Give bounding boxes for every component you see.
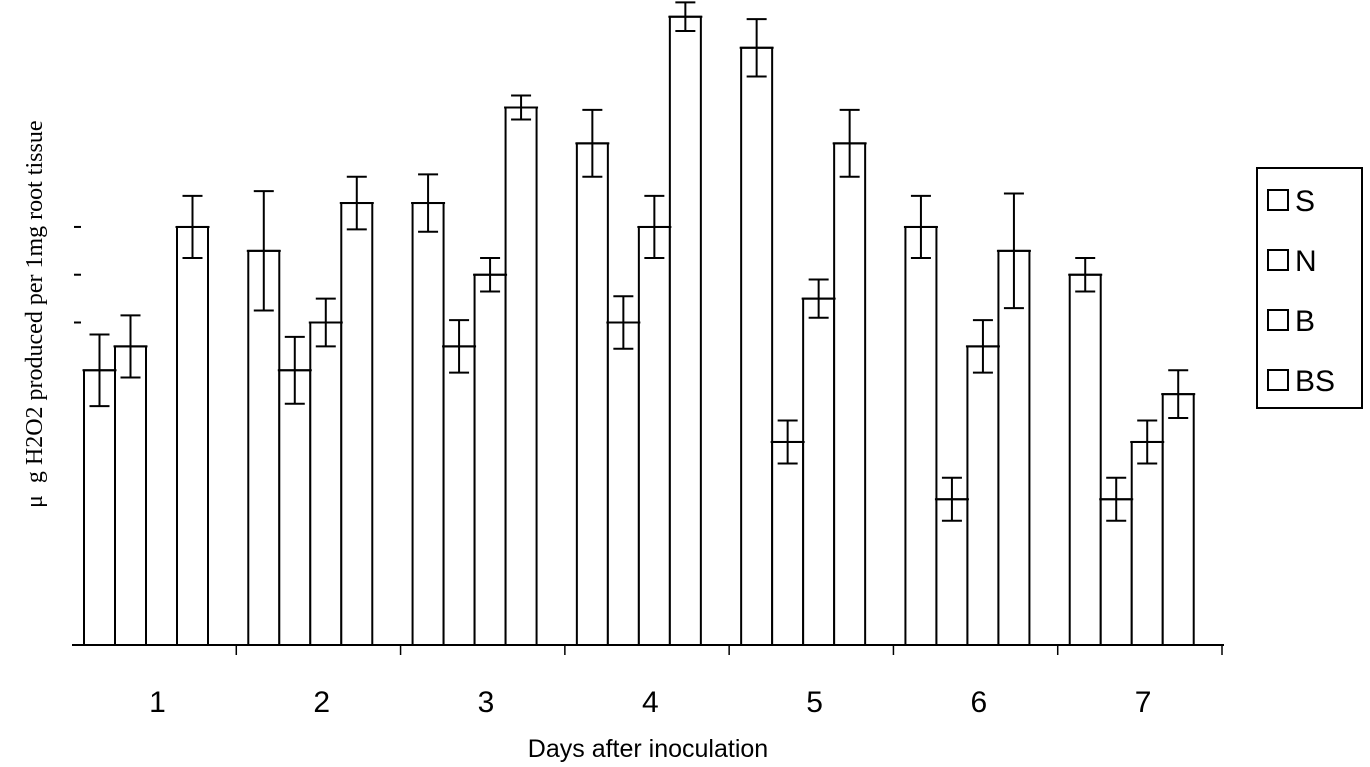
x-tick-label-7: 7 <box>1135 686 1152 719</box>
error-bars-group <box>82 1 1196 522</box>
x-tick-label-6: 6 <box>971 686 988 719</box>
bar-N-day-2 <box>278 369 312 646</box>
bar-BS-day-6 <box>997 249 1031 646</box>
svg-text:μg H2O2 produced per 1mg root: μ g H2O2 produced per 1mg root tissue <box>22 121 48 508</box>
legend-swatch-S <box>1267 189 1289 211</box>
y-axis-title: μ g H2O2 produced per 1mg root tissue <box>22 121 48 508</box>
x-tick-label-1: 1 <box>149 686 166 719</box>
bar-N-day-1 <box>114 345 147 646</box>
x-tick-label-5: 5 <box>806 686 823 719</box>
legend-swatch-B <box>1267 309 1289 331</box>
bar-B-day-3 <box>473 273 507 646</box>
x-axis-title: Days after inoculation <box>528 735 768 763</box>
bar-BS-day-3 <box>504 106 538 646</box>
legend-swatch-N <box>1267 249 1289 271</box>
bar-S-day-2 <box>247 249 281 646</box>
bar-B-day-5 <box>802 297 836 646</box>
bar-BS-day-4 <box>668 15 702 646</box>
x-axis: 1 2 3 4 5 6 7 <box>72 644 1224 719</box>
bar-S-day-6 <box>904 225 938 646</box>
bar-N-day-5 <box>771 440 805 647</box>
bar-BS-day-2 <box>340 202 374 647</box>
bar-S-day-1 <box>83 369 116 646</box>
legend: SNB BS <box>1256 167 1363 409</box>
bar-BS-day-1 <box>176 225 209 646</box>
bar-S-day-5 <box>740 46 774 647</box>
legend-label-N: N <box>1295 245 1317 278</box>
bar-S-day-7 <box>1068 273 1102 646</box>
bars-group <box>83 15 1195 647</box>
bar-BS-day-7 <box>1161 393 1195 646</box>
bar-B-day-6 <box>966 345 1000 646</box>
x-tick-label-3: 3 <box>478 686 495 719</box>
bar-B-day-7 <box>1130 440 1164 647</box>
bar-B-day-4 <box>637 225 671 646</box>
bar-N-day-7 <box>1099 498 1133 646</box>
y-axis-title-text: g H2O2 produced per 1mg root tissue <box>22 121 48 484</box>
legend-label-B: B <box>1295 305 1315 338</box>
x-tick-label-4: 4 <box>642 686 659 719</box>
legend-label-BS: BS <box>1295 365 1335 398</box>
legend-label-S: S <box>1295 185 1315 218</box>
legend-swatch-BS <box>1267 369 1289 391</box>
bar-BS-day-5 <box>833 142 867 646</box>
x-tick-label-2: 2 <box>313 686 330 719</box>
bar-N-day-4 <box>606 321 640 646</box>
bar-N-day-3 <box>442 345 476 646</box>
bar-S-day-3 <box>411 202 445 647</box>
y-axis-ticks <box>74 225 81 324</box>
y-axis-title-prefix: μ <box>22 495 48 508</box>
bar-B-day-2 <box>309 321 343 646</box>
bar-S-day-4 <box>575 142 609 646</box>
